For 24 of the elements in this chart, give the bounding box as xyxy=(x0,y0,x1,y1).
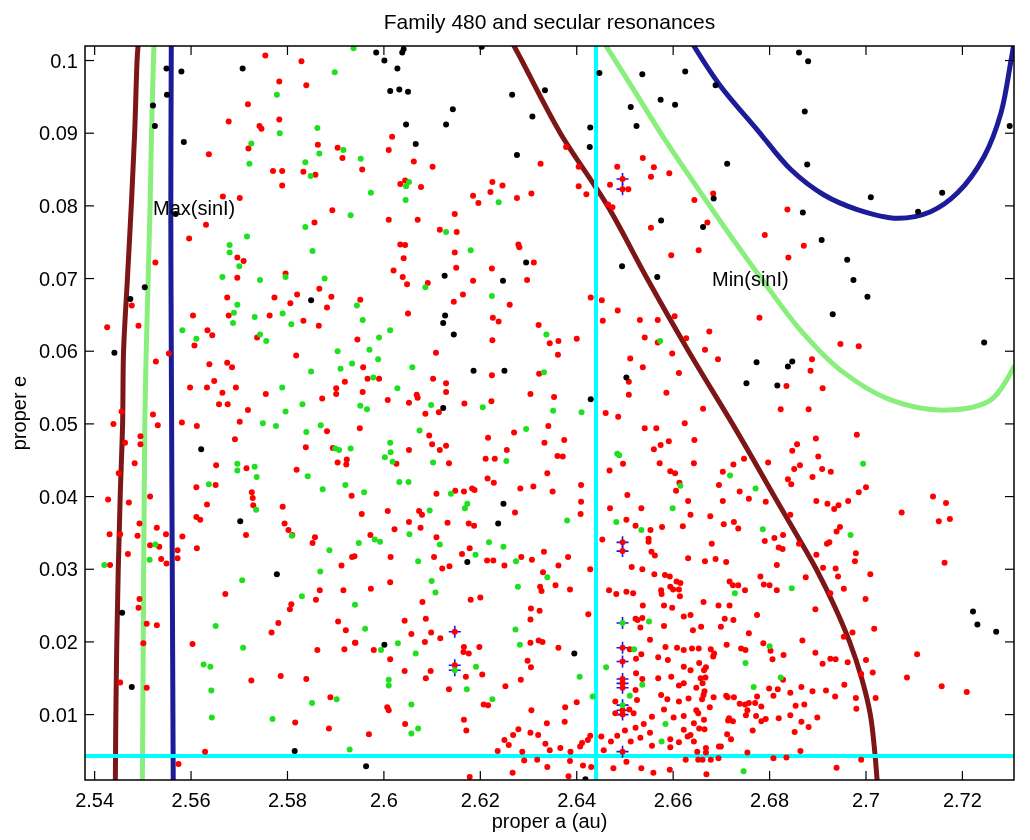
y-tick-label: 0.1 xyxy=(50,49,78,72)
y-axis-title: proper e xyxy=(8,375,30,451)
annotation: Min(sinI) xyxy=(712,268,789,290)
y-tick-label: 0.07 xyxy=(39,267,78,290)
x-tick-label: 2.62 xyxy=(460,789,500,811)
y-tick-label: 0.03 xyxy=(39,558,78,581)
x-tick-label: 2.68 xyxy=(750,789,790,811)
y-tick-label: 0.08 xyxy=(39,194,78,217)
x-tick-label: 2.72 xyxy=(942,789,982,811)
y-tick-label: 0.05 xyxy=(39,412,78,435)
y-tick-label: 0.09 xyxy=(39,122,78,145)
y-tick-label: 0.04 xyxy=(39,485,78,508)
chart-title: Family 480 and secular resonances xyxy=(383,10,716,33)
x-tick-label: 2.56 xyxy=(171,789,211,811)
x-tick-label: 2.66 xyxy=(653,789,693,811)
y-tick-label: 0.01 xyxy=(39,703,78,726)
x-tick-label: 2.6 xyxy=(369,789,398,811)
x-axis-title: proper a (au) xyxy=(491,810,608,832)
x-tick-label: 2.58 xyxy=(268,789,307,811)
y-tick-label: 0.02 xyxy=(39,630,78,653)
x-tick-label: 2.54 xyxy=(75,789,115,811)
y-tick-label: 0.06 xyxy=(39,340,78,363)
x-tick-label: 2.64 xyxy=(557,789,597,811)
x-tick-label: 2.7 xyxy=(852,789,880,811)
